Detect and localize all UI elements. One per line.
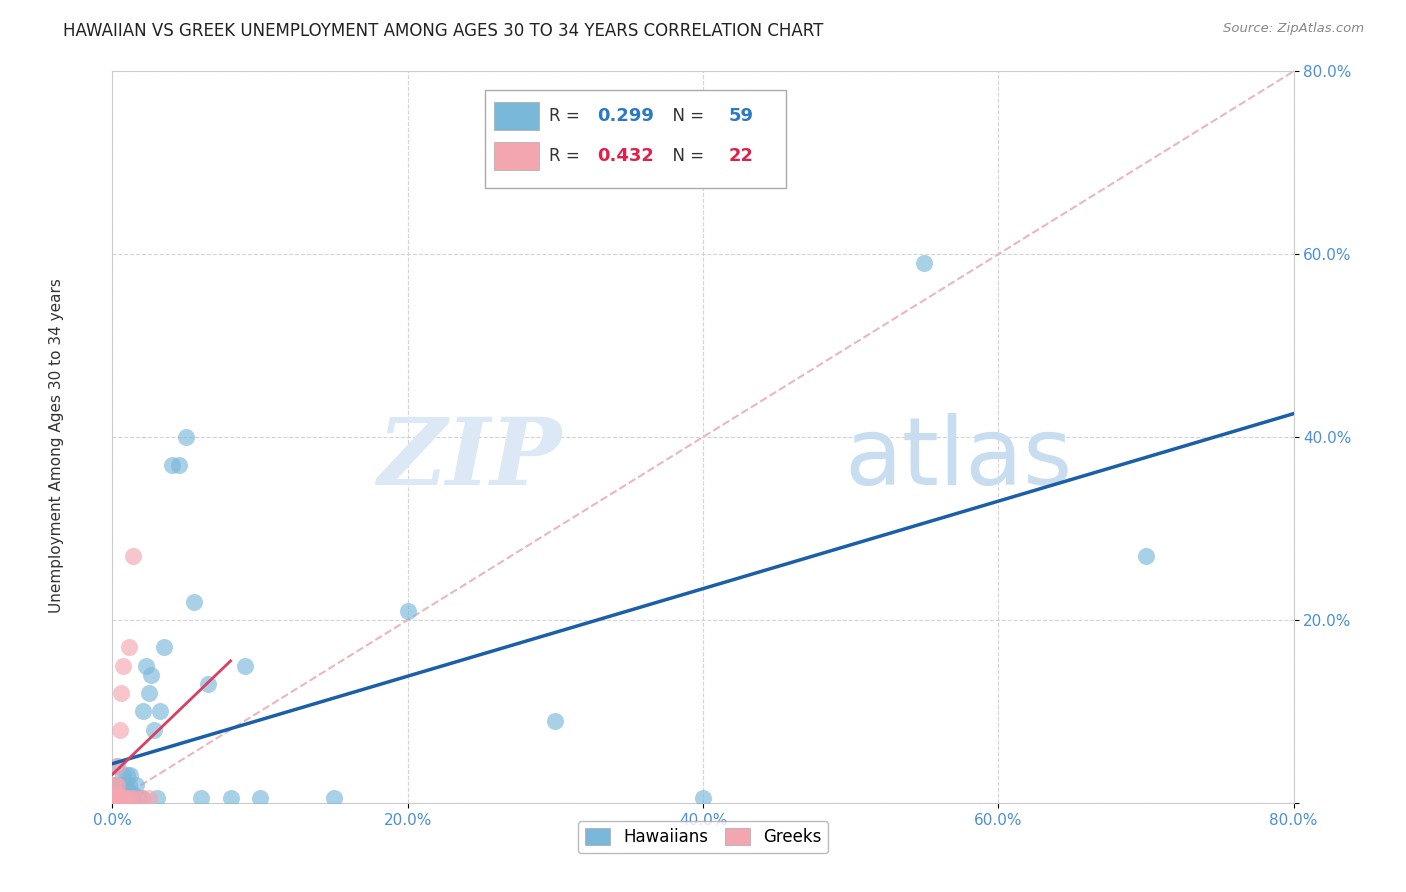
Legend: Hawaiians, Greeks: Hawaiians, Greeks: [578, 822, 828, 853]
Point: [142, 723, 165, 737]
Point: [108, 782, 131, 797]
Point: [125, 778, 148, 792]
Point: [139, 667, 162, 681]
Point: [104, 778, 127, 792]
Text: R =: R =: [550, 147, 585, 165]
Point: [104, 791, 127, 805]
Text: 0.432: 0.432: [596, 147, 654, 165]
Point: [107, 787, 129, 801]
Point: [110, 791, 132, 805]
Point: [160, 458, 183, 472]
Point: [103, 791, 125, 805]
Point: [105, 778, 128, 792]
Point: [120, 787, 142, 801]
Point: [122, 549, 145, 563]
Point: [111, 787, 134, 801]
Point: [118, 791, 141, 805]
Point: [103, 791, 125, 805]
Text: Source: ZipAtlas.com: Source: ZipAtlas.com: [1223, 22, 1364, 36]
Point: [120, 791, 142, 805]
Text: 22: 22: [728, 147, 754, 165]
Point: [111, 658, 134, 673]
Point: [138, 686, 160, 700]
Text: N =: N =: [662, 147, 709, 165]
Point: [153, 640, 176, 655]
Point: [111, 778, 134, 792]
Point: [103, 787, 125, 801]
Point: [692, 791, 714, 805]
Point: [121, 791, 143, 805]
Point: [110, 686, 132, 700]
Point: [112, 791, 135, 805]
Point: [108, 787, 131, 801]
Point: [124, 791, 146, 805]
Point: [107, 791, 129, 805]
Text: 0.299: 0.299: [596, 107, 654, 125]
Point: [544, 714, 567, 728]
Point: [124, 791, 146, 805]
Point: [108, 723, 131, 737]
Point: [103, 778, 125, 792]
Point: [131, 791, 153, 805]
Point: [111, 791, 134, 805]
FancyBboxPatch shape: [494, 143, 538, 170]
Point: [114, 787, 136, 801]
Point: [112, 791, 135, 805]
FancyBboxPatch shape: [485, 90, 786, 188]
Point: [127, 791, 149, 805]
Text: HAWAIIAN VS GREEK UNEMPLOYMENT AMONG AGES 30 TO 34 YEARS CORRELATION CHART: HAWAIIAN VS GREEK UNEMPLOYMENT AMONG AGE…: [63, 22, 824, 40]
Text: N =: N =: [662, 107, 709, 125]
Point: [118, 640, 141, 655]
Point: [107, 791, 129, 805]
Text: Unemployment Among Ages 30 to 34 years: Unemployment Among Ages 30 to 34 years: [49, 278, 63, 614]
Point: [197, 677, 219, 691]
Point: [1135, 549, 1157, 563]
Point: [118, 778, 141, 792]
Point: [138, 791, 160, 805]
Point: [323, 791, 346, 805]
Text: ZIP: ZIP: [377, 414, 561, 504]
Point: [135, 658, 157, 673]
Point: [132, 705, 155, 719]
Point: [233, 658, 256, 673]
Point: [112, 787, 135, 801]
Point: [108, 791, 131, 805]
Point: [108, 791, 131, 805]
Point: [149, 705, 172, 719]
Point: [114, 778, 136, 792]
Point: [111, 791, 134, 805]
Point: [120, 768, 142, 782]
Point: [219, 791, 242, 805]
Text: R =: R =: [550, 107, 585, 125]
Point: [183, 594, 205, 608]
Point: [174, 430, 197, 444]
Point: [396, 604, 419, 618]
Point: [914, 256, 936, 270]
Point: [110, 778, 132, 792]
Point: [122, 787, 145, 801]
Point: [117, 787, 138, 801]
Point: [249, 791, 271, 805]
Point: [146, 791, 169, 805]
Point: [131, 791, 153, 805]
Point: [105, 759, 128, 773]
Point: [117, 791, 138, 805]
Point: [105, 778, 128, 792]
Point: [111, 768, 134, 782]
Point: [104, 787, 127, 801]
Point: [167, 458, 190, 472]
Text: 59: 59: [728, 107, 754, 125]
Point: [110, 791, 132, 805]
Point: [110, 787, 132, 801]
Point: [117, 768, 138, 782]
Point: [190, 791, 212, 805]
Point: [128, 791, 150, 805]
Point: [117, 791, 138, 805]
Text: atlas: atlas: [845, 413, 1073, 505]
Point: [105, 759, 128, 773]
Point: [112, 778, 135, 792]
Point: [107, 787, 129, 801]
FancyBboxPatch shape: [494, 102, 538, 130]
